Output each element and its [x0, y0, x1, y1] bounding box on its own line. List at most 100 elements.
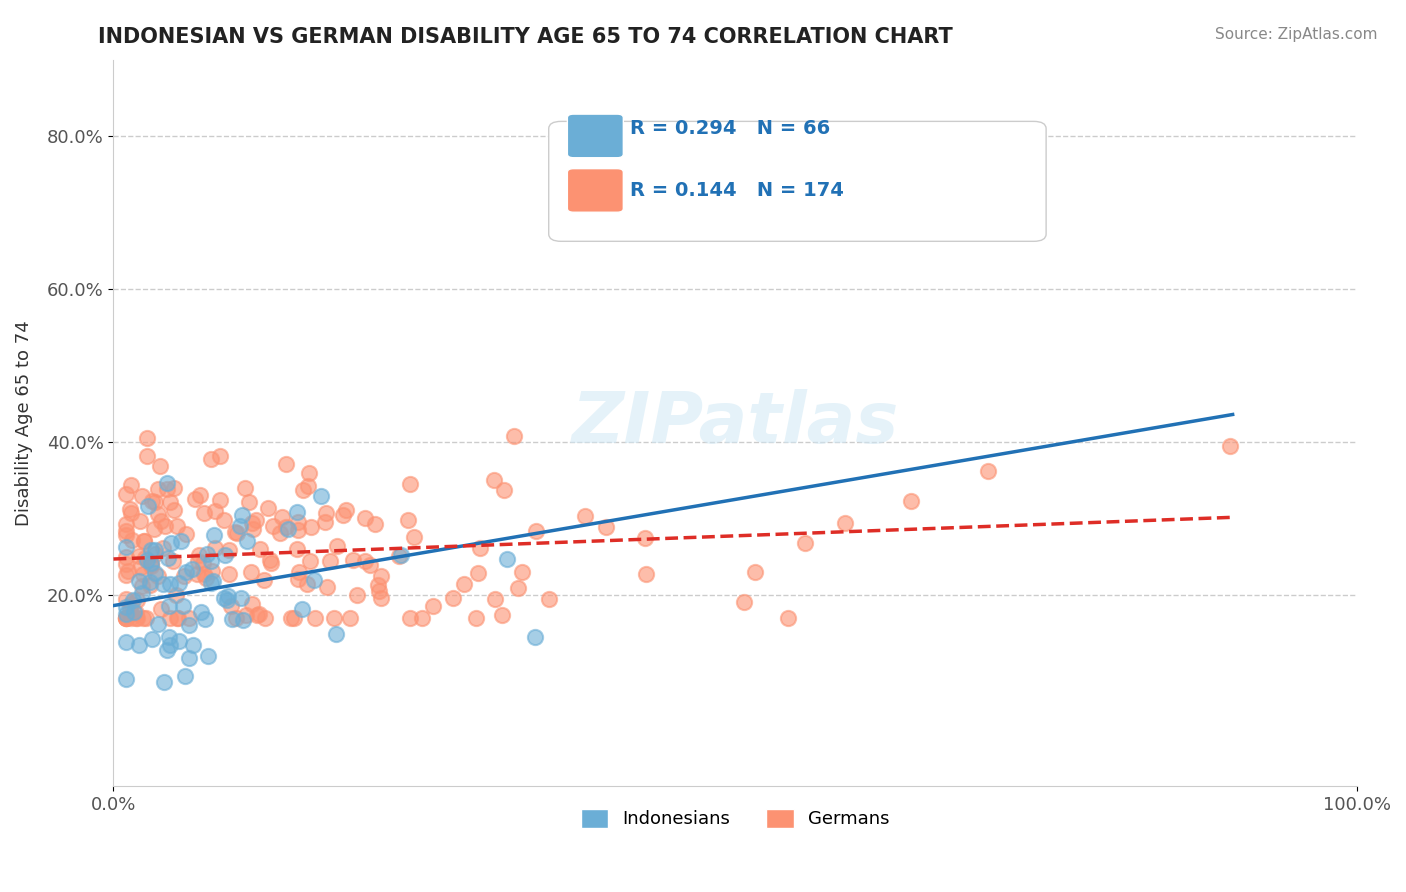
Point	[128, 574, 150, 589]
Point	[120, 502, 142, 516]
Point	[141, 632, 163, 646]
Point	[159, 611, 181, 625]
Point	[370, 568, 392, 582]
Point	[314, 516, 336, 530]
Point	[115, 611, 138, 625]
Point	[165, 588, 187, 602]
Point	[470, 541, 492, 555]
Point	[225, 525, 247, 540]
Point	[233, 481, 256, 495]
Point	[218, 543, 240, 558]
Point	[134, 551, 156, 566]
Point	[156, 642, 179, 657]
Point	[484, 591, 506, 606]
Point	[298, 466, 321, 480]
Point	[276, 457, 298, 471]
Point	[197, 648, 219, 663]
Point	[132, 534, 155, 549]
Point	[186, 567, 208, 582]
Point	[115, 611, 138, 625]
Point	[193, 566, 215, 581]
Point	[634, 531, 657, 545]
Point	[136, 499, 159, 513]
Point	[115, 611, 138, 625]
Point	[287, 515, 309, 529]
Point	[388, 549, 411, 563]
Point	[200, 575, 222, 590]
Point	[115, 524, 138, 539]
Point	[364, 516, 387, 531]
Point	[510, 566, 533, 580]
Point	[170, 534, 193, 549]
Point	[315, 506, 337, 520]
Point	[131, 585, 153, 599]
Point	[173, 568, 195, 582]
Point	[254, 611, 277, 625]
Point	[339, 611, 361, 625]
Point	[163, 481, 186, 495]
Point	[143, 523, 166, 537]
Point	[132, 533, 155, 548]
Point	[157, 599, 180, 613]
Point	[115, 635, 138, 649]
Point	[240, 565, 263, 579]
Point	[270, 510, 292, 524]
Point	[115, 600, 138, 615]
Point	[285, 541, 308, 556]
Point	[235, 607, 257, 622]
Point	[132, 566, 155, 581]
Point	[287, 573, 309, 587]
Point	[322, 611, 344, 625]
Point	[217, 589, 239, 603]
Point	[287, 566, 309, 580]
Point	[467, 566, 489, 580]
Point	[634, 566, 657, 581]
Point	[287, 524, 309, 538]
Point	[398, 477, 420, 491]
Point	[149, 514, 172, 528]
Point	[194, 612, 217, 626]
Point	[368, 583, 391, 598]
Point	[200, 554, 222, 568]
Point	[139, 558, 162, 572]
Point	[256, 501, 278, 516]
Point	[201, 574, 224, 588]
Point	[166, 611, 188, 625]
Point	[229, 518, 252, 533]
Point	[115, 550, 138, 565]
FancyBboxPatch shape	[548, 121, 1046, 242]
FancyBboxPatch shape	[568, 169, 623, 212]
Point	[246, 608, 269, 623]
Point	[204, 504, 226, 518]
Point	[118, 601, 141, 615]
Text: Source: ZipAtlas.com: Source: ZipAtlas.com	[1215, 27, 1378, 42]
Point	[138, 574, 160, 589]
Point	[299, 554, 322, 568]
Point	[187, 554, 209, 568]
Point	[143, 547, 166, 561]
Text: INDONESIAN VS GERMAN DISABILITY AGE 65 TO 74 CORRELATION CHART: INDONESIAN VS GERMAN DISABILITY AGE 65 T…	[98, 27, 953, 46]
Point	[121, 533, 143, 548]
Point	[128, 639, 150, 653]
Point	[262, 519, 284, 533]
Point	[172, 599, 194, 614]
Point	[177, 618, 200, 632]
Point	[221, 599, 243, 614]
Point	[115, 540, 138, 554]
Point	[291, 483, 314, 497]
Point	[121, 593, 143, 607]
Point	[315, 581, 337, 595]
Point	[367, 577, 389, 591]
Point	[122, 605, 145, 619]
Point	[157, 550, 180, 565]
Point	[204, 541, 226, 555]
Point	[319, 554, 342, 568]
Point	[152, 541, 174, 556]
Point	[139, 578, 162, 592]
Point	[157, 631, 180, 645]
Y-axis label: Disability Age 65 to 74: Disability Age 65 to 74	[15, 320, 32, 526]
Point	[245, 513, 267, 527]
Point	[176, 566, 198, 580]
Point	[125, 611, 148, 625]
Point	[494, 483, 516, 497]
